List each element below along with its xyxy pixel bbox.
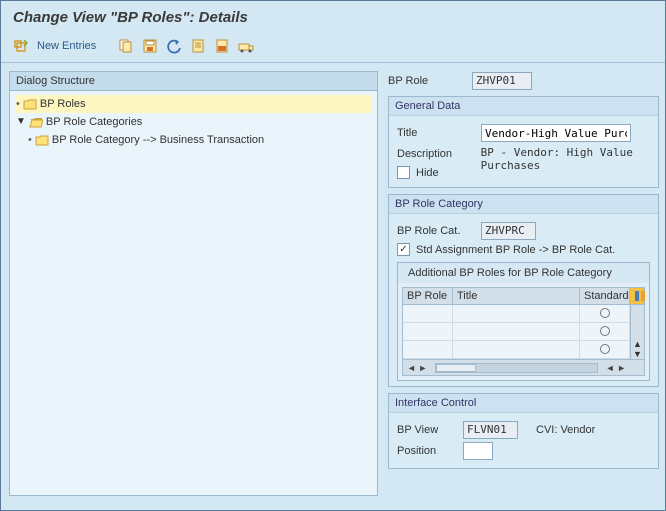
tree-label: BP Role Category --> Business Transactio… (52, 131, 264, 149)
bp-role-category-legend: BP Role Category (389, 195, 658, 214)
tree-item-bp-role-category-bt[interactable]: • BP Role Category --> Business Transact… (16, 131, 371, 149)
tree-bullet: • (16, 95, 20, 113)
position-input[interactable] (463, 442, 493, 460)
tree-label: BP Role Categories (46, 113, 142, 131)
tree-item-bp-roles[interactable]: • BP Roles (16, 95, 371, 113)
grid-hscroll[interactable]: ◄ ► ◄ ► (403, 359, 644, 375)
title-label: Title (397, 127, 475, 139)
additional-roles-box: Additional BP Roles for BP Role Category… (397, 262, 650, 381)
grid-vscroll[interactable]: ▲▼ (630, 305, 644, 359)
description-value: BP - Vendor: High Value Purchases (478, 145, 650, 163)
additional-roles-grid: BP Role Title Standard (402, 287, 645, 376)
general-data-legend: General Data (389, 97, 658, 116)
std-assignment-label: Std Assignment BP Role -> BP Role Cat. (416, 244, 615, 256)
bp-view-label: BP View (397, 424, 457, 436)
col-standard[interactable]: Standard (580, 288, 630, 304)
bp-role-label: BP Role (388, 75, 466, 87)
transport-icon[interactable] (238, 38, 254, 54)
tree-bullet: • (28, 131, 32, 149)
tree-label: BP Roles (40, 95, 86, 113)
col-bp-role[interactable]: BP Role (403, 288, 453, 304)
copy-icon[interactable] (118, 38, 134, 54)
bp-role-value: ZHVP01 (472, 72, 532, 90)
standard-radio[interactable] (600, 308, 610, 318)
bp-role-cat-label: BP Role Cat. (397, 225, 475, 237)
config-column-icon[interactable] (630, 288, 644, 304)
page-icon[interactable] (190, 38, 206, 54)
hide-checkbox[interactable] (397, 166, 410, 179)
bp-view-text: CVI: Vendor (536, 424, 595, 436)
interface-control-group: Interface Control BP View FLVN01 CVI: Ve… (388, 393, 659, 469)
bp-role-row: BP Role ZHVP01 (388, 72, 659, 90)
bp-view-value: FLVN01 (463, 421, 518, 439)
general-data-group: General Data Title Description BP - Vend… (388, 96, 659, 188)
folder-closed-icon (23, 98, 37, 110)
bp-role-cat-value: ZHVPRC (481, 222, 536, 240)
bp-role-category-group: BP Role Category BP Role Cat. ZHVPRC ✓ S… (388, 194, 659, 387)
tree-header: Dialog Structure (10, 72, 377, 91)
expand-arrow-icon[interactable]: ▼ (16, 113, 26, 131)
folder-open-icon (29, 116, 43, 128)
standard-radio[interactable] (600, 344, 610, 354)
title-input[interactable] (481, 124, 631, 142)
standard-radio[interactable] (600, 326, 610, 336)
std-assignment-checkbox[interactable]: ✓ (397, 243, 410, 256)
table-row[interactable] (403, 305, 630, 323)
table-row[interactable] (403, 341, 630, 359)
tree-item-bp-role-categories[interactable]: ▼ BP Role Categories (16, 113, 371, 131)
undo-icon[interactable] (166, 38, 182, 54)
table-row[interactable] (403, 323, 630, 341)
toggle-icon[interactable] (13, 38, 29, 54)
folder-closed-icon (35, 134, 49, 146)
page-title: Change View "BP Roles": Details (1, 1, 665, 34)
description-label: Description (397, 148, 472, 160)
dialog-structure-tree: Dialog Structure • BP Roles ▼ BP Role Ca… (9, 71, 378, 496)
new-entries-button[interactable]: New Entries (37, 40, 96, 52)
interface-control-legend: Interface Control (389, 394, 658, 413)
delimit-icon[interactable] (214, 38, 230, 54)
toolbar: New Entries (1, 34, 665, 63)
save-icon[interactable] (142, 38, 158, 54)
col-title[interactable]: Title (453, 288, 580, 304)
hide-label: Hide (416, 167, 439, 179)
position-label: Position (397, 445, 457, 457)
additional-roles-title: Additional BP Roles for BP Role Category (398, 263, 649, 283)
